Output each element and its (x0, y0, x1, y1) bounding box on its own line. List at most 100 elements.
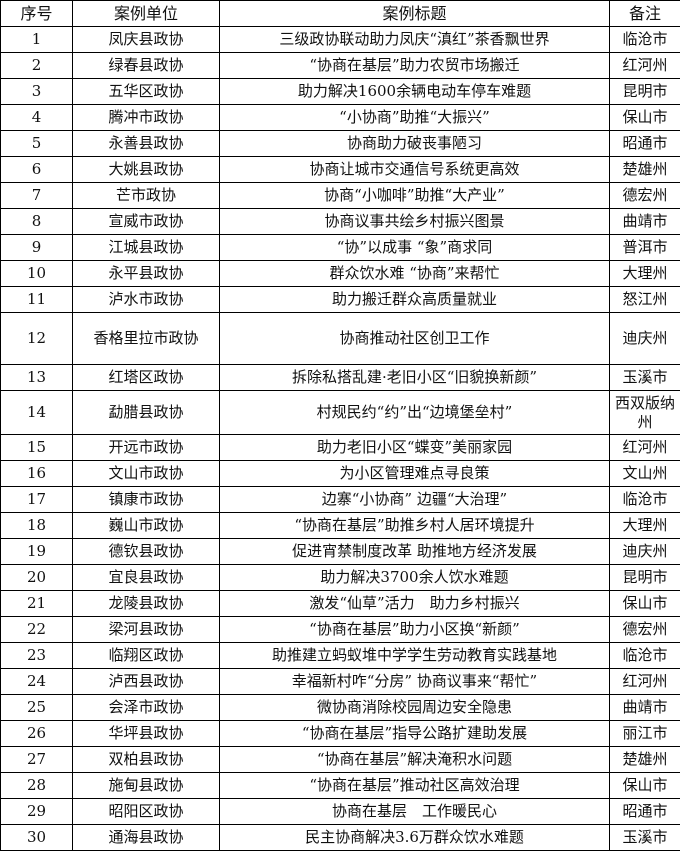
cell-unit: 华坪县政协 (73, 721, 220, 747)
cell-unit: 永平县政协 (73, 261, 220, 287)
cell-index: 7 (1, 183, 73, 209)
cell-index: 6 (1, 157, 73, 183)
cell-unit: 临翔区政协 (73, 643, 220, 669)
cell-index: 8 (1, 209, 73, 235)
cell-note: 昭通市 (610, 131, 680, 157)
cell-unit: 凤庆县政协 (73, 27, 220, 53)
cell-title: 助力搬迁群众高质量就业 (220, 287, 610, 313)
cell-index: 18 (1, 513, 73, 539)
cell-unit: 红塔区政协 (73, 365, 220, 391)
cell-title: 幸福新村咋“分房” 协商议事来“帮忙” (220, 669, 610, 695)
cell-title: “协商在基层”推动社区高效治理 (220, 773, 610, 799)
cell-title: 群众饮水难 “协商”来帮忙 (220, 261, 610, 287)
cell-note: 曲靖市 (610, 209, 680, 235)
cell-title: 边寨“小协商” 边疆“大治理” (220, 487, 610, 513)
cell-index: 17 (1, 487, 73, 513)
cell-note: 怒江州 (610, 287, 680, 313)
cell-title: 微协商消除校园周边安全隐患 (220, 695, 610, 721)
cell-index: 3 (1, 79, 73, 105)
cell-index: 12 (1, 313, 73, 365)
cell-note: 大理州 (610, 513, 680, 539)
cell-title: 协商“小咖啡”助推“大产业” (220, 183, 610, 209)
cell-note: 临沧市 (610, 643, 680, 669)
cell-title: 民主协商解决3.6万群众饮水难题 (220, 825, 610, 851)
cell-note: 昭通市 (610, 799, 680, 825)
cell-note: 保山市 (610, 591, 680, 617)
cell-unit: 会泽市政协 (73, 695, 220, 721)
cell-index: 5 (1, 131, 73, 157)
cell-note: 德宏州 (610, 617, 680, 643)
cell-unit: 宣威市政协 (73, 209, 220, 235)
cell-title: 助推建立蚂蚁堆中学学生劳动教育实践基地 (220, 643, 610, 669)
cell-title: 协商议事共绘乡村振兴图景 (220, 209, 610, 235)
header-unit: 案例单位 (73, 1, 220, 27)
cell-index: 22 (1, 617, 73, 643)
cell-index: 20 (1, 565, 73, 591)
cell-note: 迪庆州 (610, 539, 680, 565)
cell-unit: 泸水市政协 (73, 287, 220, 313)
cell-note: 玉溪市 (610, 825, 680, 851)
cell-unit: 芒市政协 (73, 183, 220, 209)
cell-title: “协商在基层”助力农贸市场搬迁 (220, 53, 610, 79)
cell-index: 1 (1, 27, 73, 53)
header-row: 序号 案例单位 案例标题 备注 (1, 1, 680, 27)
cell-title: 村规民约“约”出“边境堡垒村” (220, 391, 610, 435)
cell-unit: 泸西县政协 (73, 669, 220, 695)
cell-note: 迪庆州 (610, 313, 680, 365)
cell-unit: 文山市政协 (73, 461, 220, 487)
cell-note: 楚雄州 (610, 747, 680, 773)
cell-title: “协商在基层”助力小区换“新颜” (220, 617, 610, 643)
cell-index: 15 (1, 435, 73, 461)
cell-title: 协商在基层 工作暖民心 (220, 799, 610, 825)
cell-index: 16 (1, 461, 73, 487)
header-note: 备注 (610, 1, 680, 27)
cell-unit: 勐腊县政协 (73, 391, 220, 435)
cell-note: 保山市 (610, 773, 680, 799)
cell-note: 文山州 (610, 461, 680, 487)
cell-title: 助力解决1600余辆电动车停车难题 (220, 79, 610, 105)
cell-note: 丽江市 (610, 721, 680, 747)
cell-note: 德宏州 (610, 183, 680, 209)
cell-unit: 宜良县政协 (73, 565, 220, 591)
cell-unit: 大姚县政协 (73, 157, 220, 183)
cell-title: 促进宵禁制度改革 助推地方经济发展 (220, 539, 610, 565)
cell-title: “协商在基层”指导公路扩建助发展 (220, 721, 610, 747)
cell-index: 24 (1, 669, 73, 695)
cell-unit: 通海县政协 (73, 825, 220, 851)
cell-unit: 施甸县政协 (73, 773, 220, 799)
cell-note: 昆明市 (610, 565, 680, 591)
cell-index: 28 (1, 773, 73, 799)
cell-title: “协商在基层”解决淹积水问题 (220, 747, 610, 773)
cell-unit: 腾冲市政协 (73, 105, 220, 131)
cell-unit: 巍山市政协 (73, 513, 220, 539)
cell-index: 25 (1, 695, 73, 721)
cell-title: 协商推动社区创卫工作 (220, 313, 610, 365)
cell-index: 30 (1, 825, 73, 851)
cell-note: 普洱市 (610, 235, 680, 261)
cell-note: 大理州 (610, 261, 680, 287)
cell-index: 29 (1, 799, 73, 825)
header-index: 序号 (1, 1, 73, 27)
cell-index: 14 (1, 391, 73, 435)
cell-note: 楚雄州 (610, 157, 680, 183)
cell-index: 9 (1, 235, 73, 261)
